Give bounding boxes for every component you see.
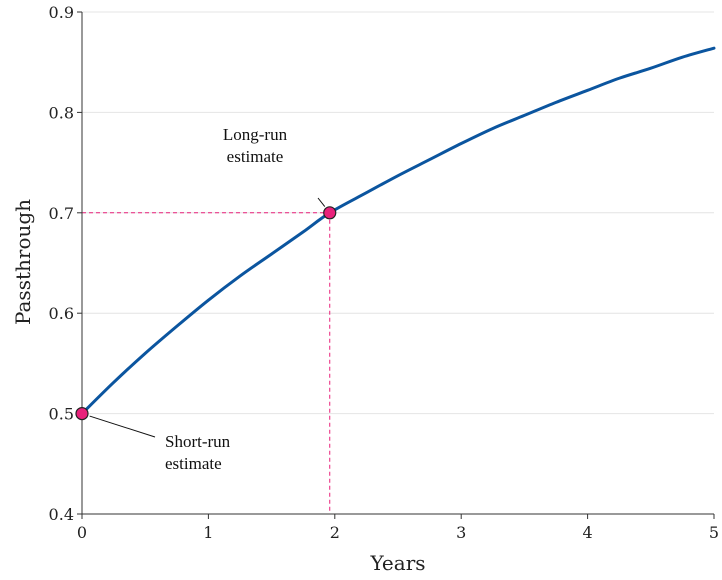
- x-tick-label: 2: [330, 523, 340, 542]
- y-tick-label: 0.5: [49, 405, 74, 424]
- annotation-label: Long-run estimate: [223, 125, 288, 166]
- series-line: [80, 46, 716, 416]
- highlight-point: [75, 407, 89, 421]
- series-layer: [80, 46, 716, 416]
- x-axis-title: Years: [369, 551, 425, 575]
- x-tick-label: 0: [77, 523, 87, 542]
- annotation-leader-line: [89, 415, 156, 438]
- annotation-label-line: estimate: [165, 454, 222, 473]
- tick-labels: 0.4 0.5 0.6 0.7 0.8 0.9 0 1 2 3 4 5: [49, 3, 720, 542]
- highlight-points: [75, 206, 337, 421]
- reference-lines: [82, 212, 331, 514]
- y-tick-label: 0.8: [49, 103, 74, 122]
- annotation-label-line: Long-run: [223, 125, 288, 144]
- x-tick-label: 4: [583, 523, 593, 542]
- annotations: Short-run estimate Long-run estimate: [89, 125, 326, 473]
- annotation-label: Short-run estimate: [165, 432, 231, 473]
- y-tick-label: 0.6: [49, 304, 74, 323]
- highlight-point: [323, 206, 337, 220]
- annotation-label-line: Short-run: [165, 432, 231, 451]
- axes: [77, 11, 715, 519]
- x-tick-label: 3: [456, 523, 466, 542]
- x-tick-label: 1: [203, 523, 213, 542]
- y-tick-label: 0.4: [49, 505, 74, 524]
- annotation-leader-line: [317, 197, 326, 207]
- annotation-label-line: estimate: [227, 147, 284, 166]
- y-axis-title: Passthrough: [11, 199, 35, 325]
- x-tick-label: 5: [709, 523, 719, 542]
- y-tick-label: 0.7: [49, 204, 74, 223]
- y-tick-label: 0.9: [49, 3, 74, 22]
